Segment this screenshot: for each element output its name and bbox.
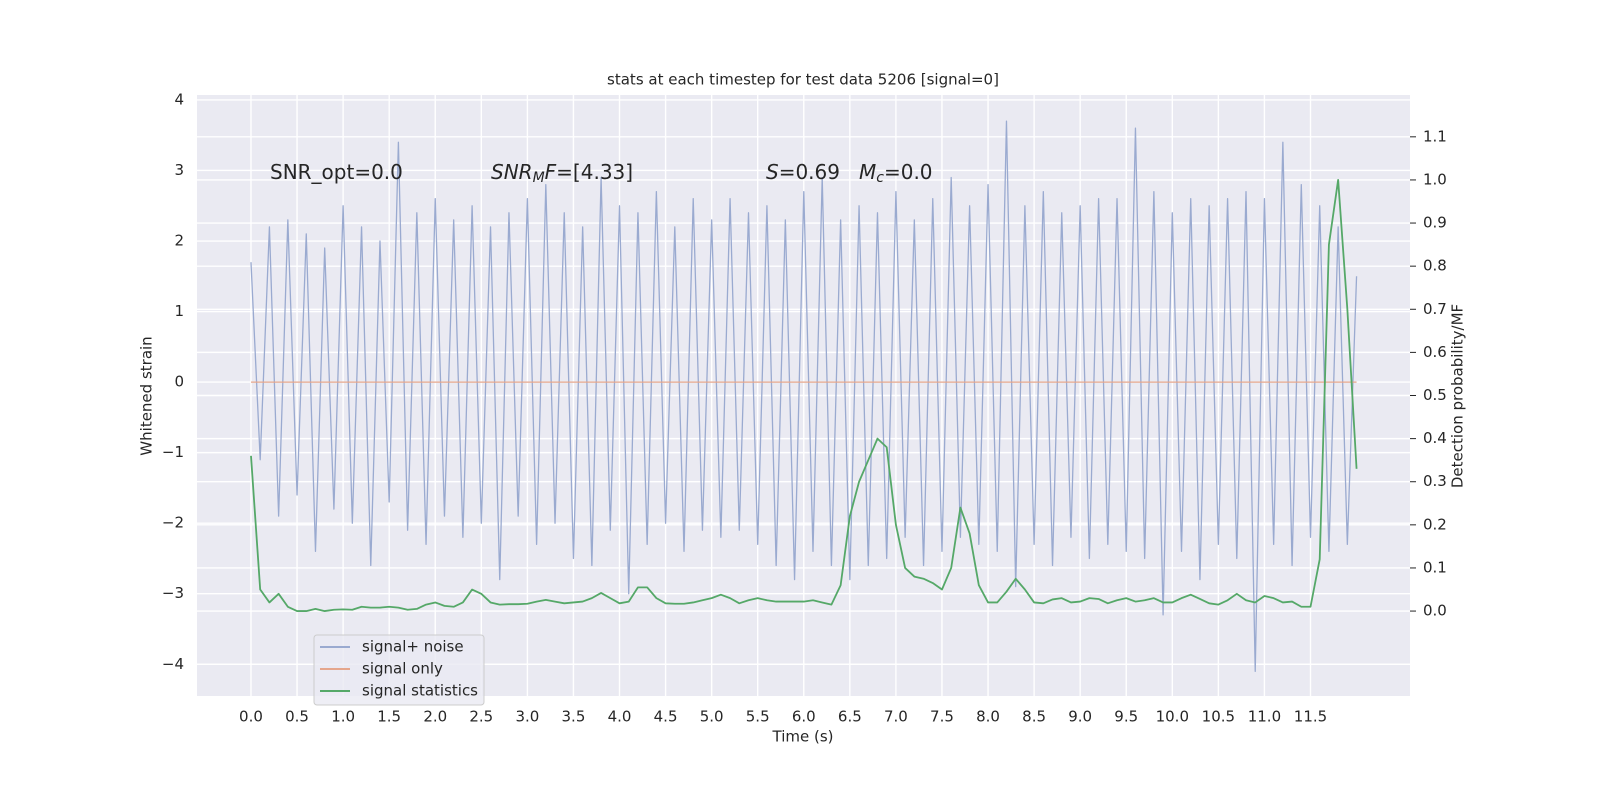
y2-tick-label: 0.6 — [1423, 343, 1447, 361]
legend-box — [313, 634, 485, 706]
annotation: S=0.69 — [766, 160, 840, 184]
x-tick-label: 8.5 — [1022, 708, 1046, 726]
series-line — [250, 179, 1358, 612]
x-tick-label: 3.0 — [515, 708, 539, 726]
x-tick-label: 9.5 — [1114, 708, 1138, 726]
annotation-part: c — [876, 170, 884, 186]
y-tick-label: −4 — [162, 655, 184, 673]
x-tick-label: 10.5 — [1202, 708, 1235, 726]
x-tick-label: 1.0 — [331, 708, 355, 726]
x-tick-label: 2.0 — [423, 708, 447, 726]
marks — [250, 120, 1358, 672]
annotation: SNRMF=[4.33] — [491, 160, 633, 187]
legend-label: signal+ noise — [362, 638, 464, 656]
x-tick-label: 9.0 — [1068, 708, 1092, 726]
legend: signal+ noise signal only signal statistic… — [313, 634, 485, 706]
legend-label: signal statistics — [362, 682, 478, 700]
chart-title: stats at each timestep for test data 520… — [607, 71, 999, 89]
x-tick-label: 0.0 — [239, 708, 263, 726]
axes: 0.0 0.5 1.0 1.5 2.0 2.5 3.0 3.5 4.0 4.5 5.0 5.5 6.0 6… — [162, 90, 1447, 725]
y2-tick-label: 1.0 — [1423, 170, 1447, 188]
y-tick-label: −2 — [162, 514, 184, 532]
x-tick-label: 4.5 — [654, 708, 678, 726]
annotation-part: SNR — [491, 160, 533, 184]
y2-tick-label: 0.9 — [1423, 214, 1447, 232]
y2-tick-label: 1.1 — [1423, 127, 1447, 145]
y-tick-label: 4 — [174, 90, 184, 108]
y2-axis-label: Detection probability/MF — [1449, 304, 1467, 488]
y2-tick-label: 0.1 — [1423, 558, 1447, 576]
annotation-part: S — [766, 160, 779, 184]
y2-tick-label: 0.8 — [1423, 257, 1447, 275]
y-tick-label: −3 — [162, 584, 184, 602]
x-tick-label: 2.5 — [469, 708, 493, 726]
x-tick-label: 5.0 — [700, 708, 724, 726]
x-tick-label: 7.5 — [930, 708, 954, 726]
annotation-part: M — [533, 170, 545, 186]
y2-tick-label: 0.7 — [1423, 300, 1447, 318]
annotation: Mc=0.0 — [859, 160, 933, 187]
y-tick-label: 0 — [174, 373, 184, 391]
annotation-part: SNR_opt=0.0 — [270, 160, 403, 184]
annotation-part: =0.69 — [779, 160, 840, 184]
x-axis-label: Time (s) — [772, 728, 834, 746]
annotation-part: =0.0 — [884, 160, 933, 184]
x-tick-label: 8.0 — [976, 708, 1000, 726]
y2-tick-label: 0.5 — [1423, 386, 1447, 404]
annotation-part: =[4.33] — [556, 160, 633, 184]
y2-tick-label: 0.0 — [1423, 602, 1447, 620]
x-tick-label: 10.0 — [1156, 708, 1189, 726]
x-tick-label: 0.5 — [285, 708, 309, 726]
x-tick-label: 4.0 — [608, 708, 632, 726]
y-tick-label: 1 — [174, 302, 184, 320]
y-tick-label: 3 — [174, 161, 184, 179]
y2-tick-label: 0.3 — [1423, 472, 1447, 490]
annotation-part: M — [859, 160, 876, 184]
x-tick-label: 3.5 — [562, 708, 586, 726]
y-axis-label: Whitened strain — [138, 336, 156, 455]
x-tick-label: 7.0 — [884, 708, 908, 726]
x-tick-label: 6.0 — [792, 708, 816, 726]
y2-tick-label: 0.2 — [1423, 515, 1447, 533]
x-tick-label: 11.5 — [1294, 708, 1327, 726]
y-tick-label: 2 — [174, 232, 184, 250]
y2-tick-label: 0.4 — [1423, 429, 1447, 447]
annotations: SNR_opt=0.0 SNRMF=[4.33] S=0.69 Mc=0.0 — [270, 160, 933, 187]
annotation-part: F — [545, 160, 557, 184]
annotation: SNR_opt=0.0 — [270, 160, 403, 184]
x-tick-label: 5.5 — [746, 708, 770, 726]
legend-label: signal only — [362, 660, 443, 678]
x-tick-label: 6.5 — [838, 708, 862, 726]
series-line — [250, 120, 1358, 672]
x-tick-label: 1.5 — [377, 708, 401, 726]
x-tick-label: 11.0 — [1248, 708, 1281, 726]
y-tick-label: −1 — [162, 443, 184, 461]
